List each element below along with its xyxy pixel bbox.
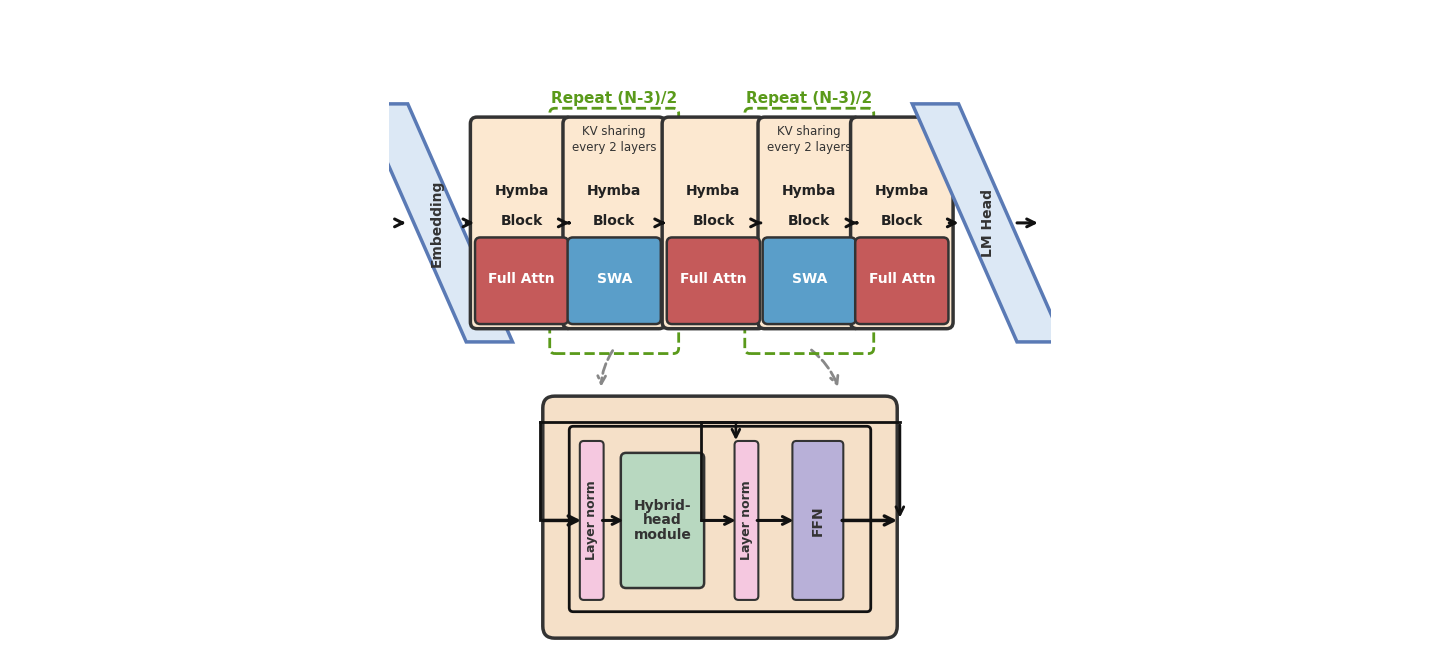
Text: KV sharing: KV sharing xyxy=(582,125,647,138)
Text: Block: Block xyxy=(881,214,923,228)
Text: Block: Block xyxy=(593,214,635,228)
Text: every 2 layers: every 2 layers xyxy=(768,141,851,154)
FancyBboxPatch shape xyxy=(621,453,704,588)
Text: Hymba: Hymba xyxy=(687,184,740,198)
FancyBboxPatch shape xyxy=(475,238,569,324)
Text: SWA: SWA xyxy=(792,272,827,286)
Text: Block: Block xyxy=(693,214,734,228)
FancyBboxPatch shape xyxy=(543,396,897,638)
Text: every 2 layers: every 2 layers xyxy=(572,141,657,154)
Text: head: head xyxy=(644,513,683,527)
FancyBboxPatch shape xyxy=(855,238,949,324)
Text: module: module xyxy=(634,528,691,542)
Text: Layer norm: Layer norm xyxy=(740,481,753,560)
Polygon shape xyxy=(361,104,513,342)
FancyBboxPatch shape xyxy=(471,117,573,329)
Text: LM Head: LM Head xyxy=(981,189,995,257)
Text: Repeat (N-3)/2: Repeat (N-3)/2 xyxy=(746,90,873,106)
Text: SWA: SWA xyxy=(596,272,632,286)
Text: Hymba: Hymba xyxy=(494,184,549,198)
Polygon shape xyxy=(913,104,1063,342)
FancyBboxPatch shape xyxy=(662,117,765,329)
FancyBboxPatch shape xyxy=(580,441,603,600)
Text: KV sharing: KV sharing xyxy=(778,125,841,138)
FancyBboxPatch shape xyxy=(763,238,855,324)
FancyBboxPatch shape xyxy=(851,117,953,329)
FancyBboxPatch shape xyxy=(757,117,861,329)
FancyBboxPatch shape xyxy=(567,238,661,324)
Text: Block: Block xyxy=(501,214,543,228)
Text: Hymba: Hymba xyxy=(874,184,929,198)
Text: Hymba: Hymba xyxy=(782,184,837,198)
Text: Repeat (N-3)/2: Repeat (N-3)/2 xyxy=(552,90,677,106)
Text: Full Attn: Full Attn xyxy=(680,272,747,286)
Text: Hybrid-: Hybrid- xyxy=(634,499,691,513)
FancyBboxPatch shape xyxy=(734,441,759,600)
Text: Embedding: Embedding xyxy=(431,179,444,266)
Text: FFN: FFN xyxy=(811,505,825,536)
FancyBboxPatch shape xyxy=(792,441,844,600)
Text: Full Attn: Full Attn xyxy=(868,272,935,286)
FancyBboxPatch shape xyxy=(563,117,665,329)
Text: Layer norm: Layer norm xyxy=(585,481,598,560)
Text: Hymba: Hymba xyxy=(588,184,641,198)
Text: Block: Block xyxy=(788,214,831,228)
FancyBboxPatch shape xyxy=(667,238,760,324)
Text: Full Attn: Full Attn xyxy=(488,272,554,286)
